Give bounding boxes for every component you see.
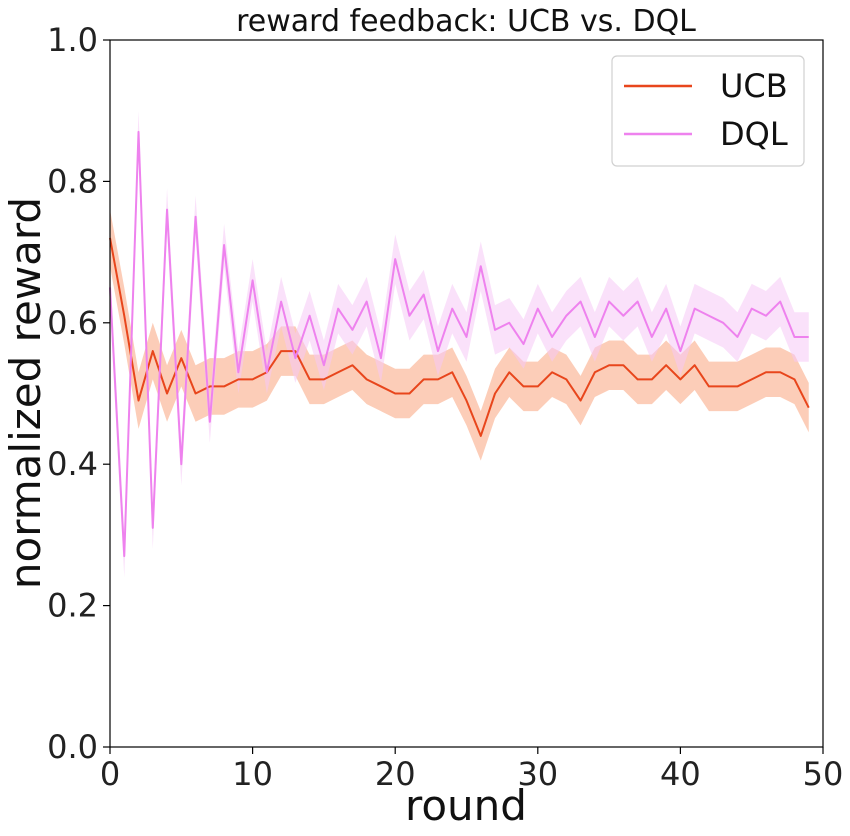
x-tick-label: 40 — [660, 755, 701, 793]
y-tick-label: 0.6 — [47, 304, 98, 342]
line-dql — [109, 130, 809, 558]
x-axis-title: round — [405, 781, 527, 830]
legend-label-ucb: UCB — [720, 67, 788, 105]
legend-box — [611, 55, 805, 167]
x-tick-label: 20 — [375, 755, 416, 793]
x-tick-label: 0 — [100, 755, 120, 793]
x-tick-label: 50 — [803, 755, 844, 793]
y-tick-label: 0.0 — [47, 728, 98, 766]
x-axis: 0 10 20 30 40 50 — [100, 747, 844, 793]
y-tick-label: 1.0 — [47, 21, 98, 59]
chart-title: reward feedback: UCB vs. DQL — [236, 4, 696, 39]
y-tick-label: 0.8 — [47, 162, 98, 200]
legend-label-dql: DQL — [720, 115, 788, 153]
x-tick-label: 30 — [517, 755, 558, 793]
plot-frame — [109, 39, 824, 748]
y-tick-label: 0.4 — [47, 445, 98, 483]
series-lines — [109, 130, 810, 558]
y-tick-label: 0.2 — [47, 587, 98, 625]
band-dql — [110, 110, 809, 578]
legend: UCB DQL — [611, 55, 805, 167]
confidence-bands — [110, 110, 809, 578]
x-tick-label: 10 — [232, 755, 273, 793]
y-axis-title: normalized reward — [1, 197, 50, 589]
y-axis: 0.0 0.2 0.4 0.6 0.8 1.0 — [47, 21, 110, 766]
band-ucb — [110, 209, 809, 461]
line-ucb — [109, 237, 810, 437]
